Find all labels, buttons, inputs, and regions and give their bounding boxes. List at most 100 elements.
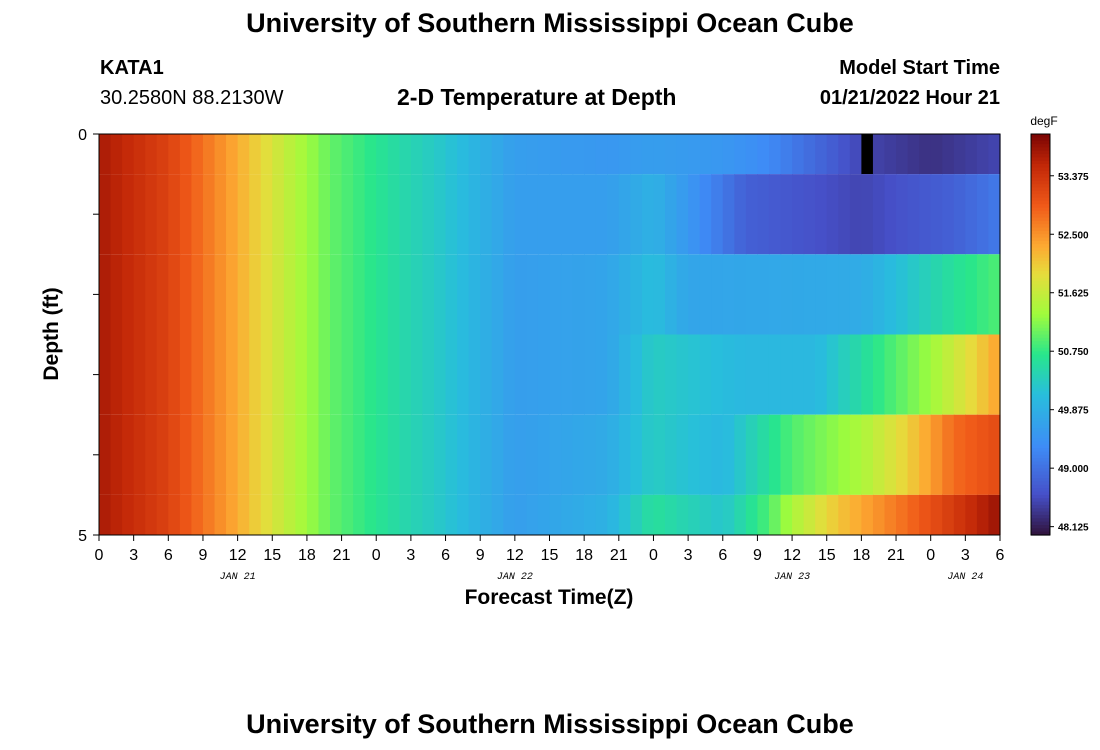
heatmap-cell	[572, 134, 585, 175]
heatmap-cell	[433, 254, 447, 335]
heatmap-cell	[561, 414, 574, 495]
heatmap-cell	[896, 414, 909, 495]
heatmap-cell	[283, 254, 296, 335]
heatmap-cell	[214, 494, 227, 535]
heatmap-cell	[318, 334, 331, 415]
heatmap-cell	[445, 134, 458, 175]
heatmap-cell	[688, 254, 701, 335]
heatmap-cell	[122, 414, 135, 495]
heatmap-cell	[376, 134, 389, 175]
colorbar-tick-label: 49.875	[1058, 406, 1089, 417]
x-tick-label: 21	[887, 547, 905, 564]
heatmap-cell	[387, 334, 400, 415]
colorbar-swatch	[1031, 488, 1050, 493]
heatmap-cell	[653, 334, 666, 415]
colorbar-swatch	[1031, 367, 1050, 372]
x-tick-label: 18	[852, 547, 870, 564]
colorbar-swatch	[1031, 397, 1050, 402]
heatmap-cell	[376, 414, 389, 495]
colorbar-swatch	[1031, 184, 1050, 189]
colorbar-swatch	[1031, 177, 1050, 182]
colorbar-swatch	[1031, 331, 1050, 336]
x-tick-label: 6	[718, 547, 727, 564]
heatmap-cell	[734, 134, 747, 175]
heatmap-cell	[433, 174, 447, 255]
x-tick-label: 6	[441, 547, 450, 564]
colorbar-swatch	[1031, 281, 1050, 285]
heatmap-cell	[318, 414, 331, 495]
heatmap-cell	[422, 134, 435, 175]
heatmap-cell	[445, 494, 458, 535]
heatmap-cell	[480, 134, 493, 175]
heatmap-cell	[722, 494, 735, 535]
heatmap-cell	[572, 254, 585, 335]
heatmap-cell	[757, 174, 770, 255]
heatmap-cell	[849, 494, 862, 535]
colorbar-swatch	[1031, 464, 1050, 469]
colorbar-swatch	[1031, 240, 1050, 245]
heatmap-cell	[399, 254, 412, 335]
heatmap-cell	[306, 254, 320, 335]
heatmap-cell	[676, 174, 689, 255]
heatmap-cell	[815, 134, 828, 175]
heatmap-cell	[330, 334, 343, 415]
heatmap-cell	[202, 134, 216, 175]
x-axis: 0 3 6 9 12 15 18 21 0 3 6 9 12 15 18 21 0 3 6 9 12 15 18 21 0 3 6 J…	[95, 535, 1005, 583]
heatmap-cell	[688, 334, 701, 415]
colorbar-swatch	[1031, 190, 1050, 195]
colorbar-swatch	[1031, 264, 1050, 269]
heatmap-cell	[376, 254, 389, 335]
x-tick-label: 9	[476, 547, 485, 564]
colorbar-swatch	[1031, 327, 1050, 332]
heatmap-cell	[641, 414, 655, 495]
heatmap-cell	[191, 334, 204, 415]
heatmap-cell	[780, 334, 793, 415]
plot-title: 2-D Temperature at Depth	[397, 84, 677, 110]
heatmap-cell	[722, 174, 735, 255]
colorbar-frame	[1030, 133, 1051, 536]
colorbar-swatch	[1031, 254, 1050, 259]
colorbar-swatch	[1031, 461, 1050, 466]
heatmap-cell	[780, 174, 793, 255]
heatmap-cell	[330, 174, 343, 255]
heatmap-cell	[283, 134, 296, 175]
heatmap-cell	[965, 494, 978, 535]
colorbar-swatch	[1031, 501, 1050, 506]
heatmap-cell	[457, 334, 470, 415]
heatmap-cell	[618, 494, 631, 535]
heatmap-cell	[410, 254, 424, 335]
heatmap-cell	[780, 494, 793, 535]
heatmap-cell	[688, 134, 701, 175]
heatmap-cell	[503, 254, 516, 335]
y-tick-label: 5	[78, 528, 87, 545]
heatmap-cell	[202, 174, 216, 255]
heatmap-cell	[168, 334, 181, 415]
heatmap-cell	[110, 254, 123, 335]
heatmap-cell	[549, 174, 562, 255]
heatmap-cell	[595, 174, 608, 255]
heatmap-cell	[768, 174, 782, 255]
heatmap-cell	[930, 414, 943, 495]
heatmap-cell	[734, 414, 747, 495]
heatmap-cell	[618, 254, 631, 335]
heatmap-cell	[491, 134, 504, 175]
heatmap-cell	[122, 134, 135, 175]
model-start-label: Model Start Time	[839, 57, 1000, 79]
heatmap-cell	[907, 334, 920, 415]
heatmap-cell	[953, 254, 966, 335]
colorbar-swatch	[1031, 377, 1050, 382]
heatmap-cell	[976, 174, 990, 255]
heatmap-cell	[272, 334, 285, 415]
heatmap-cell	[514, 414, 527, 495]
heatmap-cell	[688, 414, 701, 495]
colorbar-swatch	[1031, 498, 1050, 503]
heatmap-cell	[561, 134, 574, 175]
heatmap-cell	[930, 494, 943, 535]
heatmap-cell	[676, 254, 689, 335]
colorbar-swatch	[1031, 234, 1050, 239]
heatmap-cell	[745, 414, 759, 495]
heatmap-cell	[711, 134, 724, 175]
heatmap-cell	[976, 494, 990, 535]
heatmap-cell	[191, 494, 204, 535]
colorbar-swatch	[1031, 428, 1050, 433]
